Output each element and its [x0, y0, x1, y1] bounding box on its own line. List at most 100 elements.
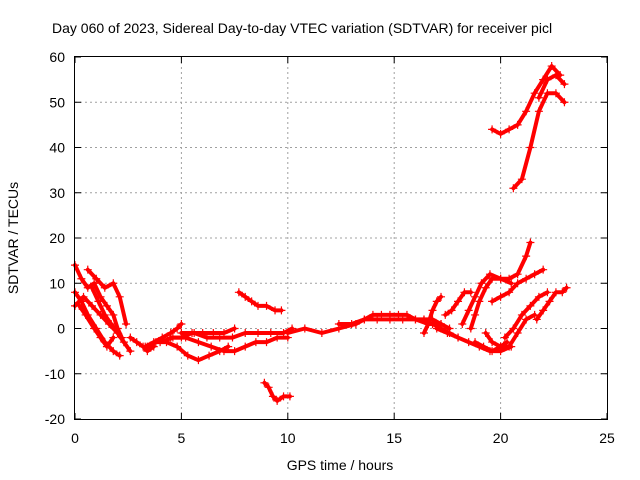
- data-point: [119, 338, 128, 347]
- x-tick-label: 0: [71, 430, 79, 446]
- data-point: [513, 270, 522, 279]
- data-point: [522, 252, 531, 261]
- data-point: [241, 329, 250, 338]
- data-point: [496, 292, 505, 301]
- series-trace: [77, 303, 116, 349]
- data-point: [360, 315, 369, 324]
- data-point: [530, 270, 539, 279]
- data-point: [398, 315, 407, 324]
- y-tick-label: -20: [45, 411, 65, 427]
- data-point: [551, 89, 560, 98]
- series-track-4: [83, 265, 131, 328]
- data-point: [517, 175, 526, 184]
- data-point: [347, 319, 356, 328]
- series-track-13: [234, 288, 286, 315]
- data-point: [534, 107, 543, 116]
- data-point: [500, 333, 509, 342]
- data-point: [477, 279, 486, 288]
- data-point: [247, 297, 256, 306]
- data-point: [509, 324, 518, 333]
- series-track-6: [88, 283, 135, 356]
- series-track-26: [500, 288, 552, 342]
- x-tick-label: 5: [178, 430, 186, 446]
- data-point: [260, 378, 269, 387]
- series-trace: [534, 285, 569, 322]
- chart-title: Day 060 of 2023, Sidereal Day-to-day VTE…: [52, 20, 552, 36]
- data-point: [543, 89, 552, 98]
- data-point: [113, 329, 122, 338]
- data-layer: [71, 62, 571, 405]
- data-point: [254, 301, 263, 310]
- data-point: [496, 129, 505, 138]
- series-track-25: [481, 310, 539, 351]
- data-point: [496, 274, 505, 283]
- series-trace: [536, 73, 567, 100]
- data-point: [77, 274, 86, 283]
- data-point: [526, 238, 535, 247]
- data-point: [432, 324, 441, 333]
- data-point: [173, 324, 182, 333]
- data-point: [230, 324, 239, 333]
- data-point: [530, 89, 539, 98]
- data-point: [447, 306, 456, 315]
- data-point: [156, 338, 165, 347]
- data-point: [273, 396, 282, 405]
- data-point: [102, 342, 111, 351]
- data-point: [234, 288, 243, 297]
- data-point: [517, 310, 526, 319]
- data-point: [526, 143, 535, 152]
- data-point: [277, 306, 286, 315]
- series-trace: [502, 290, 550, 340]
- series-trace: [460, 272, 514, 326]
- series-track-5: [75, 301, 118, 351]
- data-point: [102, 301, 111, 310]
- series-track-23: [488, 265, 548, 306]
- data-point: [77, 297, 86, 306]
- data-point: [562, 283, 571, 292]
- data-point: [530, 310, 539, 319]
- data-point: [526, 301, 535, 310]
- data-point: [96, 333, 105, 342]
- data-point: [513, 120, 522, 129]
- y-tick-label: 30: [49, 185, 65, 201]
- data-point: [202, 333, 211, 342]
- data-point: [539, 306, 548, 315]
- data-point: [115, 351, 124, 360]
- data-point: [471, 338, 480, 347]
- series-track-14: [260, 378, 294, 405]
- data-point: [173, 342, 182, 351]
- data-point: [166, 333, 175, 342]
- data-point: [132, 338, 141, 347]
- data-point: [88, 301, 97, 310]
- data-point: [488, 347, 497, 356]
- data-point: [454, 297, 463, 306]
- x-axis-label: GPS time / hours: [287, 457, 394, 473]
- y-tick-label: 20: [49, 230, 65, 246]
- y-tick-label: 0: [57, 321, 65, 337]
- data-point: [513, 279, 522, 288]
- data-point: [522, 107, 531, 116]
- data-point: [419, 329, 428, 338]
- data-point: [215, 333, 224, 342]
- data-point: [424, 319, 433, 328]
- data-point: [266, 329, 275, 338]
- data-point: [264, 383, 273, 392]
- data-point: [539, 265, 548, 274]
- data-point: [522, 315, 531, 324]
- x-tick-label: 25: [599, 430, 615, 446]
- data-point: [488, 125, 497, 134]
- data-point: [94, 297, 103, 306]
- y-tick-label: 10: [49, 275, 65, 291]
- data-point: [285, 392, 294, 401]
- data-point: [488, 297, 497, 306]
- data-point: [458, 319, 467, 328]
- data-point: [317, 329, 326, 338]
- data-point: [109, 310, 118, 319]
- data-point: [126, 333, 135, 342]
- data-point: [496, 342, 505, 351]
- data-point: [177, 329, 186, 338]
- data-point: [241, 342, 250, 351]
- data-point: [109, 279, 118, 288]
- data-point: [485, 270, 494, 279]
